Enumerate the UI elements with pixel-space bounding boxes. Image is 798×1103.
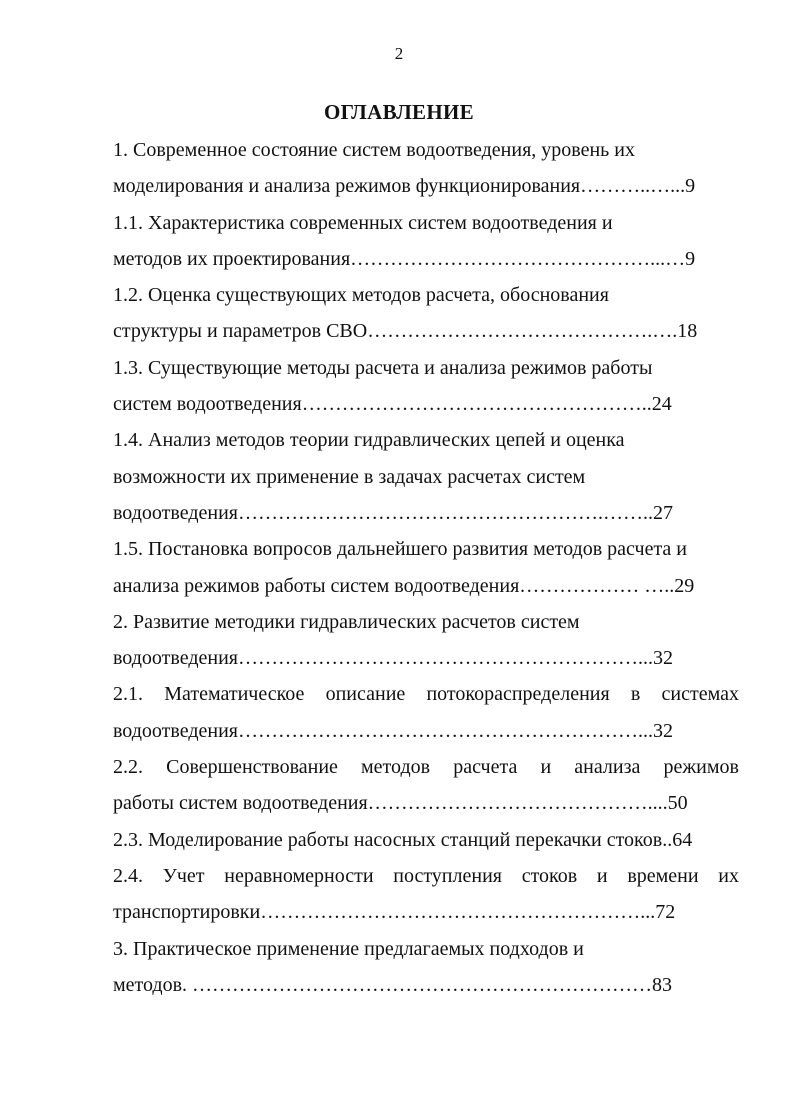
toc-line: 2.3. Моделирование работы насосных станц… — [113, 828, 693, 851]
toc-line: структуры и параметров СВО……………………………………… — [113, 320, 698, 343]
page-number: 2 — [394, 44, 404, 63]
toc-line: систем водоотведения……………………………………………..2… — [113, 393, 672, 416]
toc-line: 1.3. Существующие методы расчета и анали… — [113, 356, 653, 379]
toc-line: 2.4. Учет неравномерности поступления ст… — [113, 864, 739, 887]
toc-line: водоотведения……………………………………………………...32 — [113, 647, 673, 670]
toc-line: водоотведения……………………………………………….……..27 — [113, 501, 673, 524]
toc-line: 1.2. Оценка существующих методов расчета… — [113, 284, 609, 307]
toc-line: 3. Практическое применение предлагаемых … — [113, 937, 584, 960]
toc-line: методов их проектирования………………………………………… — [113, 247, 696, 270]
toc-line: моделирования и анализа режимов функцион… — [113, 175, 696, 198]
toc-line: водоотведения……………………………………………………...32 — [113, 719, 673, 742]
toc-line: транспортировки…………………………………………………...72 — [113, 901, 676, 924]
toc-title: ОГЛАВЛЕНИЕ — [324, 100, 474, 124]
toc-line: анализа режимов работы систем водоотведе… — [113, 574, 695, 597]
toc-line: работы систем водоотведения…………………………………… — [113, 792, 688, 815]
table-of-contents: 1. Современное состояние систем водоотве… — [113, 136, 739, 1007]
toc-line: 1.5. Постановка вопросов дальнейшего раз… — [113, 538, 688, 561]
toc-line: 2. Развитие методики гидравлических расч… — [113, 610, 580, 633]
toc-line: 1. Современное состояние систем водоотве… — [113, 139, 635, 161]
toc-line: методов. ……………………………………………………………83 — [113, 973, 673, 996]
toc-line: 2.1. Математическое описание потокораспр… — [113, 683, 739, 706]
toc-line: возможности их применение в задачах расч… — [113, 465, 586, 488]
toc-line: 2.2. Совершенствование методов расчета и… — [113, 756, 739, 779]
toc-line: 1.1. Характеристика современных систем в… — [113, 211, 613, 234]
toc-line: 1.4. Анализ методов теории гидравлически… — [113, 429, 625, 452]
